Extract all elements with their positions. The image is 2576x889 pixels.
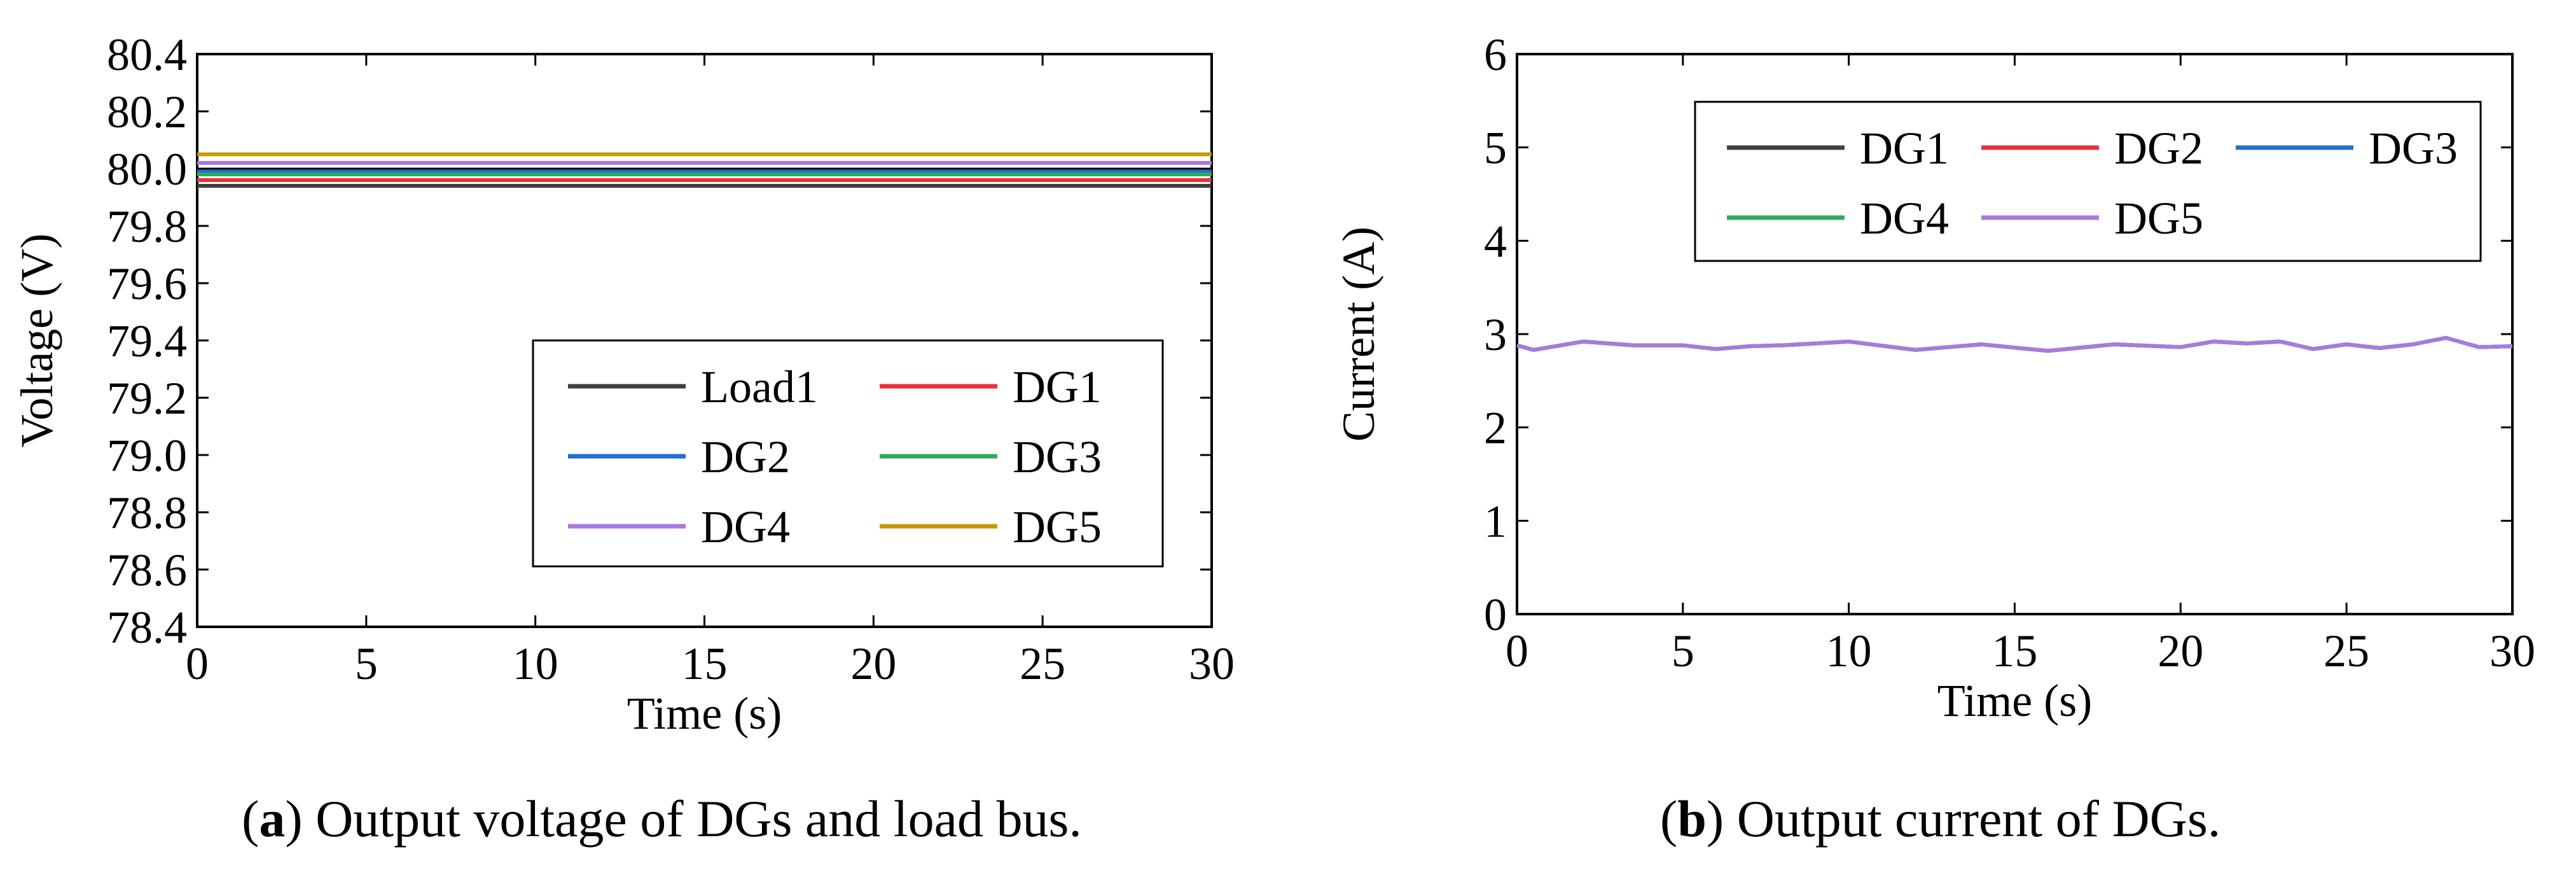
chart-a-ytick-label: 78.8 bbox=[107, 487, 187, 538]
chart-a-xtick-label: 5 bbox=[355, 638, 378, 689]
chart-a-ytick-label: 79.0 bbox=[107, 430, 187, 481]
chart-b-xtick-label: 10 bbox=[1826, 626, 1872, 676]
chart-a-ylabel: Voltage (V) bbox=[11, 234, 62, 448]
chart-b-ytick-label: 4 bbox=[1484, 216, 1507, 267]
caption-a-text: Output voltage of DGs and load bus. bbox=[315, 790, 1082, 848]
chart-b-ytick-label: 3 bbox=[1484, 309, 1507, 360]
chart-a-ytick-label: 78.6 bbox=[107, 545, 187, 596]
caption-b-letter: b bbox=[1677, 790, 1707, 848]
chart-a-legend-box bbox=[532, 339, 1164, 568]
chart-a-legend-label-dg5: DG5 bbox=[1013, 501, 1102, 552]
chart-b-legend-label-dg5: DG5 bbox=[2114, 193, 2203, 244]
chart-a-legend-label-load1: Load1 bbox=[701, 361, 818, 412]
chart-a-ytick-label: 79.8 bbox=[107, 201, 187, 252]
chart-b-ytick-label: 0 bbox=[1484, 589, 1507, 640]
chart-a-xtick-label: 10 bbox=[513, 638, 558, 689]
chart-a-legend-label-dg3: DG3 bbox=[1013, 431, 1102, 482]
chart-b-xtick-label: 25 bbox=[2323, 626, 2369, 676]
chart-a-ytick-label: 79.4 bbox=[107, 316, 187, 367]
chart-a-xlabel: Time (s) bbox=[627, 688, 782, 739]
current-chart: 0 5 10 15 20 25 30 0 1 2 3 4 5 6 Time (s) Current (A) DG… bbox=[1333, 29, 2535, 726]
chart-a-ytick-label: 79.6 bbox=[107, 258, 187, 309]
caption-a-letter: a bbox=[259, 790, 286, 848]
chart-b-legend-label-dg4: DG4 bbox=[1860, 193, 1949, 244]
chart-b-series-line-dg5 bbox=[1516, 335, 2513, 353]
caption-b: (b) Output current of DGs. bbox=[1660, 790, 2221, 848]
chart-a-ytick-label: 78.4 bbox=[107, 602, 187, 653]
chart-a-ytick-label: 80.4 bbox=[107, 29, 187, 80]
chart-b-xtick-label: 30 bbox=[2489, 626, 2535, 676]
chart-a-xtick-label: 0 bbox=[186, 638, 209, 689]
caption-a: (a) Output voltage of DGs and load bus. bbox=[242, 790, 1082, 848]
chart-b-xtick-label: 0 bbox=[1506, 626, 1528, 676]
chart-a-xtick-label: 20 bbox=[850, 638, 896, 689]
chart-b-legend-box bbox=[1694, 101, 2482, 262]
chart-b-legend-label-dg2: DG2 bbox=[2114, 123, 2203, 174]
chart-b-ytick-label: 5 bbox=[1484, 123, 1507, 174]
chart-b-ytick-label: 2 bbox=[1484, 403, 1507, 454]
chart-b-ytick-label: 6 bbox=[1484, 29, 1507, 80]
chart-b-xlabel: Time (s) bbox=[1937, 675, 2092, 726]
chart-b-xtick-label: 5 bbox=[1672, 626, 1694, 676]
chart-b-ylabel: Current (A) bbox=[1333, 227, 1384, 442]
chart-a-legend-label-dg1: DG1 bbox=[1013, 361, 1102, 412]
chart-b-xtick-label: 20 bbox=[2157, 626, 2203, 676]
chart-a-xtick-label: 30 bbox=[1189, 638, 1235, 689]
chart-a-xtick-label: 25 bbox=[1020, 638, 1065, 689]
chart-b-legend-label-dg3: DG3 bbox=[2369, 123, 2458, 174]
chart-a-ytick-label: 80.2 bbox=[107, 87, 187, 137]
voltage-chart: 0 5 10 15 20 25 30 78.4 78.6 78.8 79.0 79.2 79.4 79.6… bbox=[11, 29, 1235, 739]
chart-a-legend-label-dg4: DG4 bbox=[701, 501, 790, 552]
chart-b-xtick-label: 15 bbox=[1992, 626, 2038, 676]
chart-b-legend-label-dg1: DG1 bbox=[1860, 123, 1949, 174]
chart-a-legend-label-dg2: DG2 bbox=[701, 431, 790, 482]
caption-b-text: Output current of DGs. bbox=[1736, 790, 2221, 848]
chart-a-ytick-label: 79.2 bbox=[107, 373, 187, 424]
chart-b-ytick-label: 1 bbox=[1484, 496, 1507, 547]
chart-a-xtick-label: 15 bbox=[682, 638, 728, 689]
chart-a-ytick-label: 80.0 bbox=[107, 144, 187, 195]
